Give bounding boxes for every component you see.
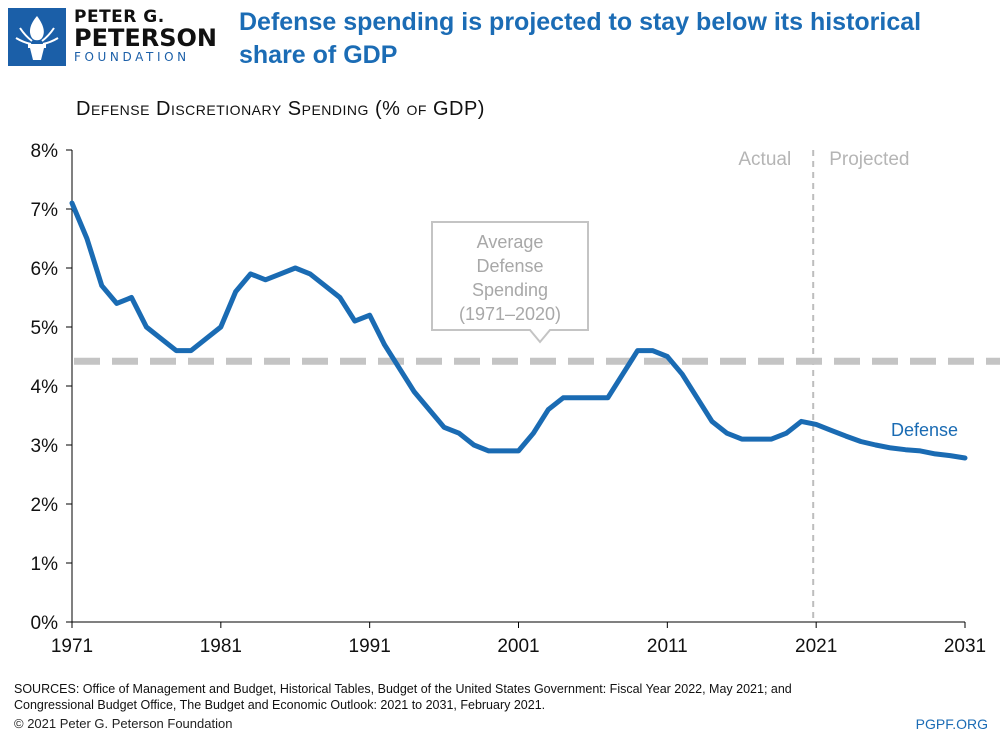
x-tick-label: 2011 — [647, 636, 688, 657]
series-label: Defense — [891, 420, 958, 440]
average-callout-label: Defense — [476, 256, 543, 276]
y-tick-label: 3% — [31, 436, 59, 457]
foundation-logo: PETER G. PETERSON FOUNDATION — [8, 8, 217, 68]
x-tick-label: 2031 — [944, 636, 986, 657]
site-link[interactable]: PGPF.ORG — [915, 716, 988, 732]
headline: Defense spending is projected to stay be… — [239, 8, 922, 69]
logo-line-2: PETERSON — [74, 24, 218, 52]
copyright: © 2021 Peter G. Peterson Foundation — [14, 716, 233, 731]
line-chart: 0% 1% 2% 3% 4% 5% 6% 7% 8% 1971 1981 1991 2001 2011 20… — [31, 141, 1000, 657]
projected-label: Projected — [829, 149, 909, 170]
y-tick-label: 5% — [31, 318, 59, 339]
y-tick-label: 4% — [31, 377, 59, 398]
logo-line-3: FOUNDATION — [74, 50, 190, 64]
y-tick-label: 2% — [31, 495, 59, 516]
chart-title: Defense Discretionary Spending (% of GDP… — [76, 98, 485, 120]
x-tick-label: 2021 — [795, 636, 837, 657]
y-tick-label: 8% — [31, 141, 59, 162]
y-tick-label: 7% — [31, 200, 59, 221]
logo-line-1: PETER G. — [74, 7, 165, 27]
y-tick-label: 1% — [31, 554, 59, 575]
average-callout-label: Average — [477, 232, 544, 252]
average-callout-label: (1971–2020) — [459, 304, 561, 324]
sources-note: SOURCES: Office of Management and Budget… — [14, 681, 974, 713]
x-tick-label: 1991 — [349, 636, 391, 657]
defense-series-line — [69, 200, 968, 461]
torch-logo-icon — [8, 8, 66, 66]
average-callout-box — [431, 221, 589, 344]
x-tick-label: 1971 — [51, 636, 93, 657]
actual-label: Actual — [738, 149, 791, 170]
x-tick-label: 1981 — [200, 636, 242, 657]
sources-line-1: SOURCES: Office of Management and Budget… — [14, 682, 792, 696]
y-tick-label: 6% — [31, 259, 59, 280]
y-tick-label: 0% — [31, 613, 59, 634]
sources-line-2: Congressional Budget Office, The Budget … — [14, 698, 546, 712]
x-tick-label: 2001 — [497, 636, 539, 657]
average-callout-label: Spending — [472, 280, 548, 300]
